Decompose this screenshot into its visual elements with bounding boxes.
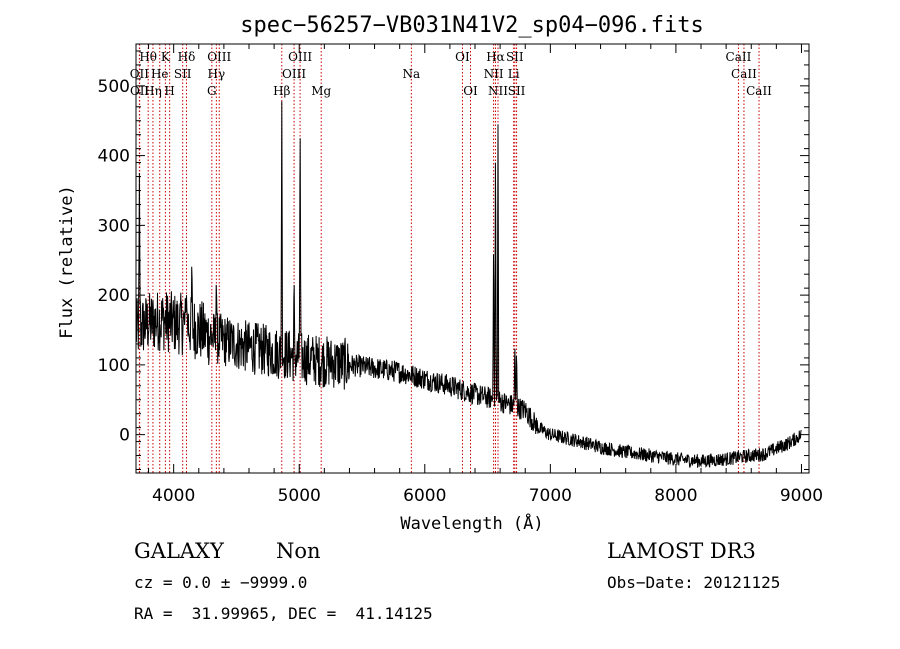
y-axis-ticks: 0 100 200 300 400 500	[98, 50, 809, 471]
spectral-line-label: Hα	[486, 50, 505, 64]
spectral-line-label: Mg	[311, 84, 331, 98]
x-tick-label: 8000	[654, 486, 697, 506]
spectral-line-label: SII	[506, 50, 524, 64]
y-tick-label: 200	[98, 286, 130, 306]
spectral-line-label: CaII	[746, 84, 772, 98]
spectral-line-label: Hβ	[273, 84, 290, 98]
spectral-line-label: OII	[130, 84, 150, 98]
x-tick-label: 4000	[152, 486, 195, 506]
spectral-line-label: Hθ	[139, 50, 157, 64]
x-axis-ticks: 4000 5000 6000 7000 8000 9000	[148, 44, 823, 506]
y-tick-label: 0	[119, 426, 130, 446]
spectral-line-label: K	[161, 50, 171, 64]
observation-date: Obs−Date: 20121125	[607, 573, 781, 592]
x-tick-label: 6000	[403, 486, 446, 506]
x-tick-label: 5000	[278, 486, 321, 506]
spectral-line-label: Na	[403, 67, 421, 81]
coordinates-readout: RA = 31.99965, DEC = 41.14125	[134, 604, 433, 623]
spectrum-line	[135, 101, 802, 469]
spectral-line-label: NII	[488, 84, 508, 98]
spectral-line-label: G	[207, 84, 217, 98]
spectral-line-label: OI	[463, 84, 478, 98]
spectral-line-label: CaII	[731, 67, 757, 81]
spectral-line-label: OI	[455, 50, 470, 64]
spectral-line-label: OII	[130, 67, 150, 81]
spectral-line-label: Hδ	[178, 50, 196, 64]
x-axis-label: Wavelength (Å)	[400, 512, 543, 534]
spectral-line-label: He	[151, 67, 169, 81]
x-tick-label: 9000	[780, 486, 823, 506]
plot-frame	[135, 43, 810, 474]
spectral-line-label: OIII	[288, 50, 312, 64]
spectral-line-label: Hη	[144, 84, 162, 98]
spectral-line-label: OIII	[207, 50, 231, 64]
redshift-readout: cz = 0.0 ± −9999.0	[134, 573, 308, 592]
object-subclass: Non	[276, 539, 321, 563]
y-tick-label: 400	[98, 147, 130, 167]
spectral-line-label: Li	[508, 67, 520, 81]
survey-name: LAMOST DR3	[607, 539, 756, 563]
y-tick-label: 100	[98, 356, 130, 376]
spectral-line-label: H	[164, 84, 174, 98]
y-tick-label: 300	[98, 216, 130, 236]
spectral-line-label: SII	[508, 84, 526, 98]
x-tick-label: 7000	[529, 486, 572, 506]
spectral-line-label: CaII	[726, 50, 752, 64]
spectral-line-label: SII	[174, 67, 192, 81]
spectral-line-label: Hγ	[208, 67, 226, 81]
y-axis-label: Flux (relative)	[57, 185, 77, 339]
y-tick-label: 500	[98, 77, 130, 97]
chart-title: spec−56257−VB031N41V2_sp04−096.fits	[240, 13, 704, 38]
object-class: GALAXY	[134, 539, 224, 563]
spectrum-chart: spec−56257−VB031N41V2_sp04−096.fits OII O…	[57, 13, 823, 534]
spectral-line-markers	[138, 44, 760, 473]
spectral-line-label: NII	[484, 67, 504, 81]
spectral-line-label: OIII	[282, 67, 306, 81]
